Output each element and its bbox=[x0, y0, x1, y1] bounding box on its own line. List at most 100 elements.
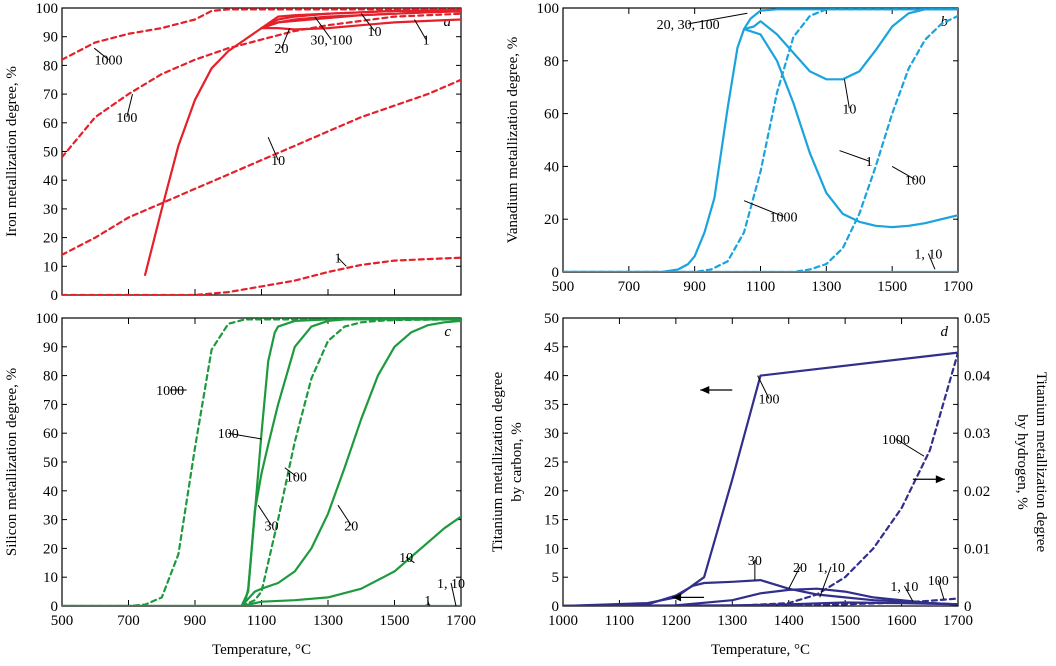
curve-label: 1, 10 bbox=[914, 248, 942, 263]
curve-label: 1 bbox=[334, 252, 341, 267]
series-line bbox=[742, 8, 958, 81]
annotation-leader bbox=[314, 16, 332, 40]
y-tick-label: 80 bbox=[544, 54, 559, 70]
y-tick-label: 0 bbox=[552, 599, 560, 615]
y-tick-label: 100 bbox=[36, 1, 59, 17]
panel-letter: b bbox=[941, 14, 949, 30]
y-tick-label: 60 bbox=[544, 107, 559, 123]
annotation-leader bbox=[228, 432, 262, 440]
series-line bbox=[563, 578, 958, 606]
curve-label: 1 bbox=[866, 155, 873, 170]
panel-letter: d bbox=[941, 324, 949, 340]
y-tick-label: 25 bbox=[544, 455, 559, 471]
annotation-leader bbox=[839, 150, 870, 162]
curve-label: 30 bbox=[264, 519, 278, 534]
series-line bbox=[62, 256, 461, 295]
annotation-leader bbox=[450, 582, 457, 607]
y-tick-label: 10 bbox=[43, 259, 58, 275]
annotation-leader bbox=[284, 467, 297, 477]
plot-frame bbox=[562, 7, 959, 273]
y-tick-label: 20 bbox=[544, 484, 559, 500]
y-tick-label: 90 bbox=[43, 340, 58, 356]
annotation-leader bbox=[405, 556, 415, 564]
series-line bbox=[563, 14, 958, 272]
x-tick-label: 900 bbox=[184, 613, 207, 629]
annotation-leader bbox=[360, 13, 375, 32]
series-line bbox=[240, 319, 461, 606]
curve-label: 20 bbox=[344, 519, 358, 534]
y-tick-label: 40 bbox=[544, 369, 559, 385]
curve-label: 100 bbox=[905, 174, 926, 189]
annotation-leader bbox=[788, 566, 801, 589]
series-line bbox=[742, 28, 958, 229]
curve-label: 20, 30, 100 bbox=[657, 18, 720, 33]
y-tick-label: 20 bbox=[43, 541, 58, 557]
y-tick-label: 60 bbox=[43, 116, 58, 132]
annotation-leader bbox=[337, 504, 352, 526]
x-tick-label: 1600 bbox=[887, 613, 917, 629]
curve-label: 1000 bbox=[882, 433, 910, 448]
series-line bbox=[62, 8, 461, 61]
y-tick-label: 0 bbox=[51, 288, 59, 304]
y-tick-label: 40 bbox=[544, 159, 559, 175]
y-tick-label: 20 bbox=[43, 231, 58, 247]
series-line bbox=[62, 78, 461, 256]
y2-tick-label: 0.04 bbox=[964, 369, 991, 385]
y-tick-label: 0 bbox=[552, 265, 560, 281]
arrow-head bbox=[700, 386, 710, 394]
series-line bbox=[563, 351, 958, 606]
curve-label: 20 bbox=[793, 561, 807, 576]
annotation-leader bbox=[903, 585, 914, 602]
annotation-leader bbox=[257, 504, 272, 526]
series-line bbox=[563, 8, 958, 272]
curve-label: 30 bbox=[748, 554, 762, 569]
y-tick-label: 20 bbox=[544, 212, 559, 228]
y-axis-label: Iron metallization degree, % bbox=[4, 66, 20, 237]
series-line bbox=[563, 601, 958, 606]
y2-axis-label: Titanium metallization degreeby hydrogen… bbox=[1014, 372, 1049, 553]
annotation-leader bbox=[937, 579, 945, 600]
annotation-leader bbox=[126, 93, 133, 118]
annotation-leader bbox=[267, 136, 279, 161]
plot-frame bbox=[61, 7, 462, 296]
series-line bbox=[62, 12, 461, 159]
y-axis-label: Vanadium metallization degree, % bbox=[505, 37, 521, 244]
x-tick-label: 1200 bbox=[661, 613, 691, 629]
series-line bbox=[563, 8, 958, 272]
x-tick-label: 1300 bbox=[811, 279, 841, 295]
annotation-leader bbox=[337, 257, 347, 267]
y-tick-label: 50 bbox=[43, 455, 58, 471]
y-tick-label: 45 bbox=[544, 340, 559, 356]
curve-label: 10 bbox=[271, 154, 285, 169]
y-axis-label: Silicon metallization degree, % bbox=[4, 368, 20, 556]
curve-label: 1, 10 bbox=[437, 577, 465, 592]
x-tick-label: 1500 bbox=[830, 613, 860, 629]
y-axis-label: Titanium metallization degree by carbon, … bbox=[490, 372, 525, 553]
curve-label: 1 bbox=[424, 594, 431, 609]
y2-tick-label: 0 bbox=[964, 599, 972, 615]
y-tick-label: 50 bbox=[544, 311, 559, 327]
curve-label: 20 bbox=[274, 42, 288, 57]
series-line bbox=[260, 10, 461, 30]
series-line bbox=[240, 318, 461, 606]
annotation-leader bbox=[427, 600, 430, 607]
y-tick-label: 40 bbox=[43, 484, 58, 500]
panel-letter: a bbox=[444, 14, 452, 30]
series-line bbox=[563, 587, 958, 606]
x-tick-label: 1400 bbox=[774, 613, 804, 629]
curve-label: 1000 bbox=[156, 384, 184, 399]
series-group bbox=[563, 351, 958, 606]
y-tick-label: 70 bbox=[43, 397, 58, 413]
x-tick-label: 1700 bbox=[943, 613, 973, 629]
x-tick-label: 500 bbox=[51, 613, 74, 629]
y-tick-label: 5 bbox=[552, 570, 560, 586]
y-tick-label: 80 bbox=[43, 369, 58, 385]
x-tick-label: 1300 bbox=[717, 613, 747, 629]
curve-label: 100 bbox=[928, 574, 949, 589]
x-tick-label: 1300 bbox=[313, 613, 343, 629]
x-tick-label: 1000 bbox=[548, 613, 578, 629]
series-line bbox=[240, 515, 461, 606]
